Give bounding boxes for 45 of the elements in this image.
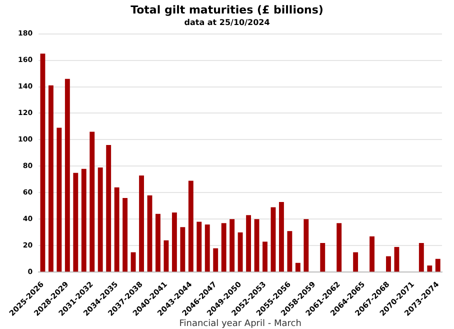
bar <box>238 232 243 272</box>
bar <box>386 256 391 272</box>
bar <box>418 242 424 272</box>
bar <box>353 252 358 272</box>
bar <box>98 168 103 272</box>
bar <box>196 222 202 272</box>
bar <box>106 145 112 272</box>
bar <box>254 219 260 272</box>
bar <box>427 265 432 272</box>
bar <box>370 236 374 272</box>
bar <box>56 128 62 272</box>
bar <box>147 195 152 272</box>
bar <box>262 242 268 272</box>
bar <box>270 207 276 272</box>
chart-title: Total gilt maturities (£ billions) <box>130 3 324 16</box>
bar <box>81 168 86 272</box>
bar <box>213 248 218 272</box>
bar <box>204 224 210 272</box>
bar <box>40 54 46 272</box>
chart-subtitle: data at 25/10/2024 <box>184 18 270 28</box>
bar <box>295 262 300 272</box>
bar <box>164 240 169 272</box>
bar <box>114 187 120 272</box>
x-axis-title: Financial year April - March <box>179 318 302 329</box>
bar <box>180 227 186 272</box>
bar <box>304 219 309 272</box>
bar <box>320 242 326 272</box>
bar <box>64 78 70 272</box>
bar <box>156 214 160 272</box>
bar <box>336 223 342 272</box>
bar <box>90 132 95 272</box>
bar <box>279 202 284 272</box>
bar <box>73 172 78 272</box>
bar <box>221 223 226 272</box>
bar <box>122 198 128 272</box>
bar <box>48 85 54 272</box>
bar <box>435 258 440 272</box>
bar <box>246 215 252 272</box>
bar <box>394 246 400 272</box>
bar <box>230 219 235 272</box>
bar <box>287 231 292 272</box>
bar <box>188 180 194 272</box>
bar <box>139 175 144 272</box>
bar <box>172 212 177 272</box>
bar <box>130 252 136 272</box>
